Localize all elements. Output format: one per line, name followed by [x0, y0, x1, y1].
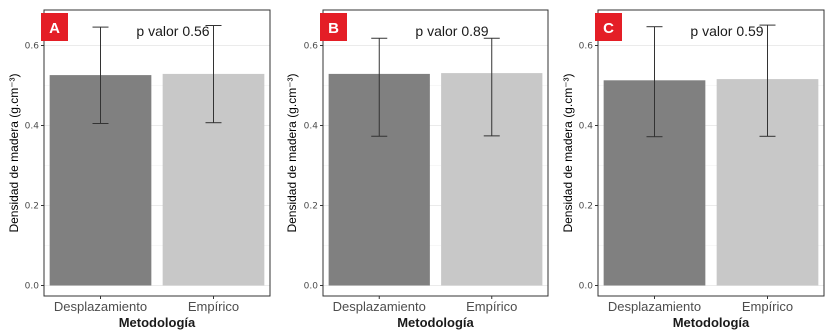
y-axis-title: Densidad de madera (g.cm⁻³) — [285, 73, 299, 232]
chart-panel-c: 0.0 0.2 0.4 0.6 Desplazamiento EmpíricoMetodo… — [561, 9, 825, 330]
x-tick-label: Empírico — [466, 299, 517, 314]
p-value-annotation: p valor 0.89 — [415, 23, 488, 39]
y-tick-label: 0.0 — [579, 282, 594, 292]
y-tick-label: 0.6 — [304, 42, 319, 52]
panel-badge-box — [595, 13, 622, 41]
x-axis-title: Metodología — [397, 315, 474, 330]
panel-badge-box — [320, 13, 347, 41]
error-bar — [371, 37, 388, 137]
y-tick-label: 0.6 — [25, 42, 40, 52]
panel-badge-label: B — [328, 20, 339, 37]
y-tick-label: 0.2 — [304, 202, 318, 212]
panel-border — [322, 9, 549, 297]
error-bar — [483, 37, 500, 137]
y-tick-label: 0.4 — [579, 122, 594, 132]
x-tick-label: Empírico — [742, 299, 793, 314]
p-value-annotation: p valor 0.59 — [690, 23, 763, 39]
error-bar — [646, 26, 663, 138]
y-axis-title: Densidad de madera (g.cm⁻³) — [7, 73, 21, 232]
error-bar — [92, 26, 109, 124]
x-axis-title: Metodología — [119, 315, 196, 330]
p-value-annotation: p valor 0.56 — [136, 23, 209, 39]
x-tick-label: Empírico — [188, 299, 239, 314]
y-tick-label: 0.0 — [304, 282, 319, 292]
x-tick-label: Desplazamiento — [54, 299, 147, 314]
panel-border — [43, 9, 271, 297]
x-axis-title: Metodología — [673, 315, 750, 330]
y-tick-label: 0.6 — [579, 42, 594, 52]
error-bar — [759, 24, 776, 137]
x-tick-label: Desplazamiento — [608, 299, 701, 314]
panel-badge: C — [595, 13, 622, 41]
y-tick-label: 0.2 — [579, 202, 593, 212]
chart-panel-b: 0.0 0.2 0.4 0.6 Desplazamiento EmpíricoMetodo… — [285, 9, 549, 330]
panel-badge: A — [41, 13, 68, 41]
y-axis-title: Densidad de madera (g.cm⁻³) — [561, 73, 575, 232]
y-tick-label: 0.0 — [25, 282, 40, 292]
panel-badge-label: A — [49, 20, 60, 37]
chart-panel-a: 0.0 0.2 0.4 0.6 Desplazamiento EmpíricoMetodo… — [7, 9, 271, 330]
panel-badge-label: C — [603, 20, 614, 37]
y-tick-label: 0.2 — [25, 202, 39, 212]
x-tick-label: Desplazamiento — [333, 299, 426, 314]
panel-border — [597, 9, 825, 297]
error-bar — [205, 25, 222, 124]
panel-badge-box — [41, 13, 68, 41]
y-tick-label: 0.4 — [304, 122, 319, 132]
y-tick-label: 0.4 — [25, 122, 40, 132]
panel-badge: B — [320, 13, 347, 41]
